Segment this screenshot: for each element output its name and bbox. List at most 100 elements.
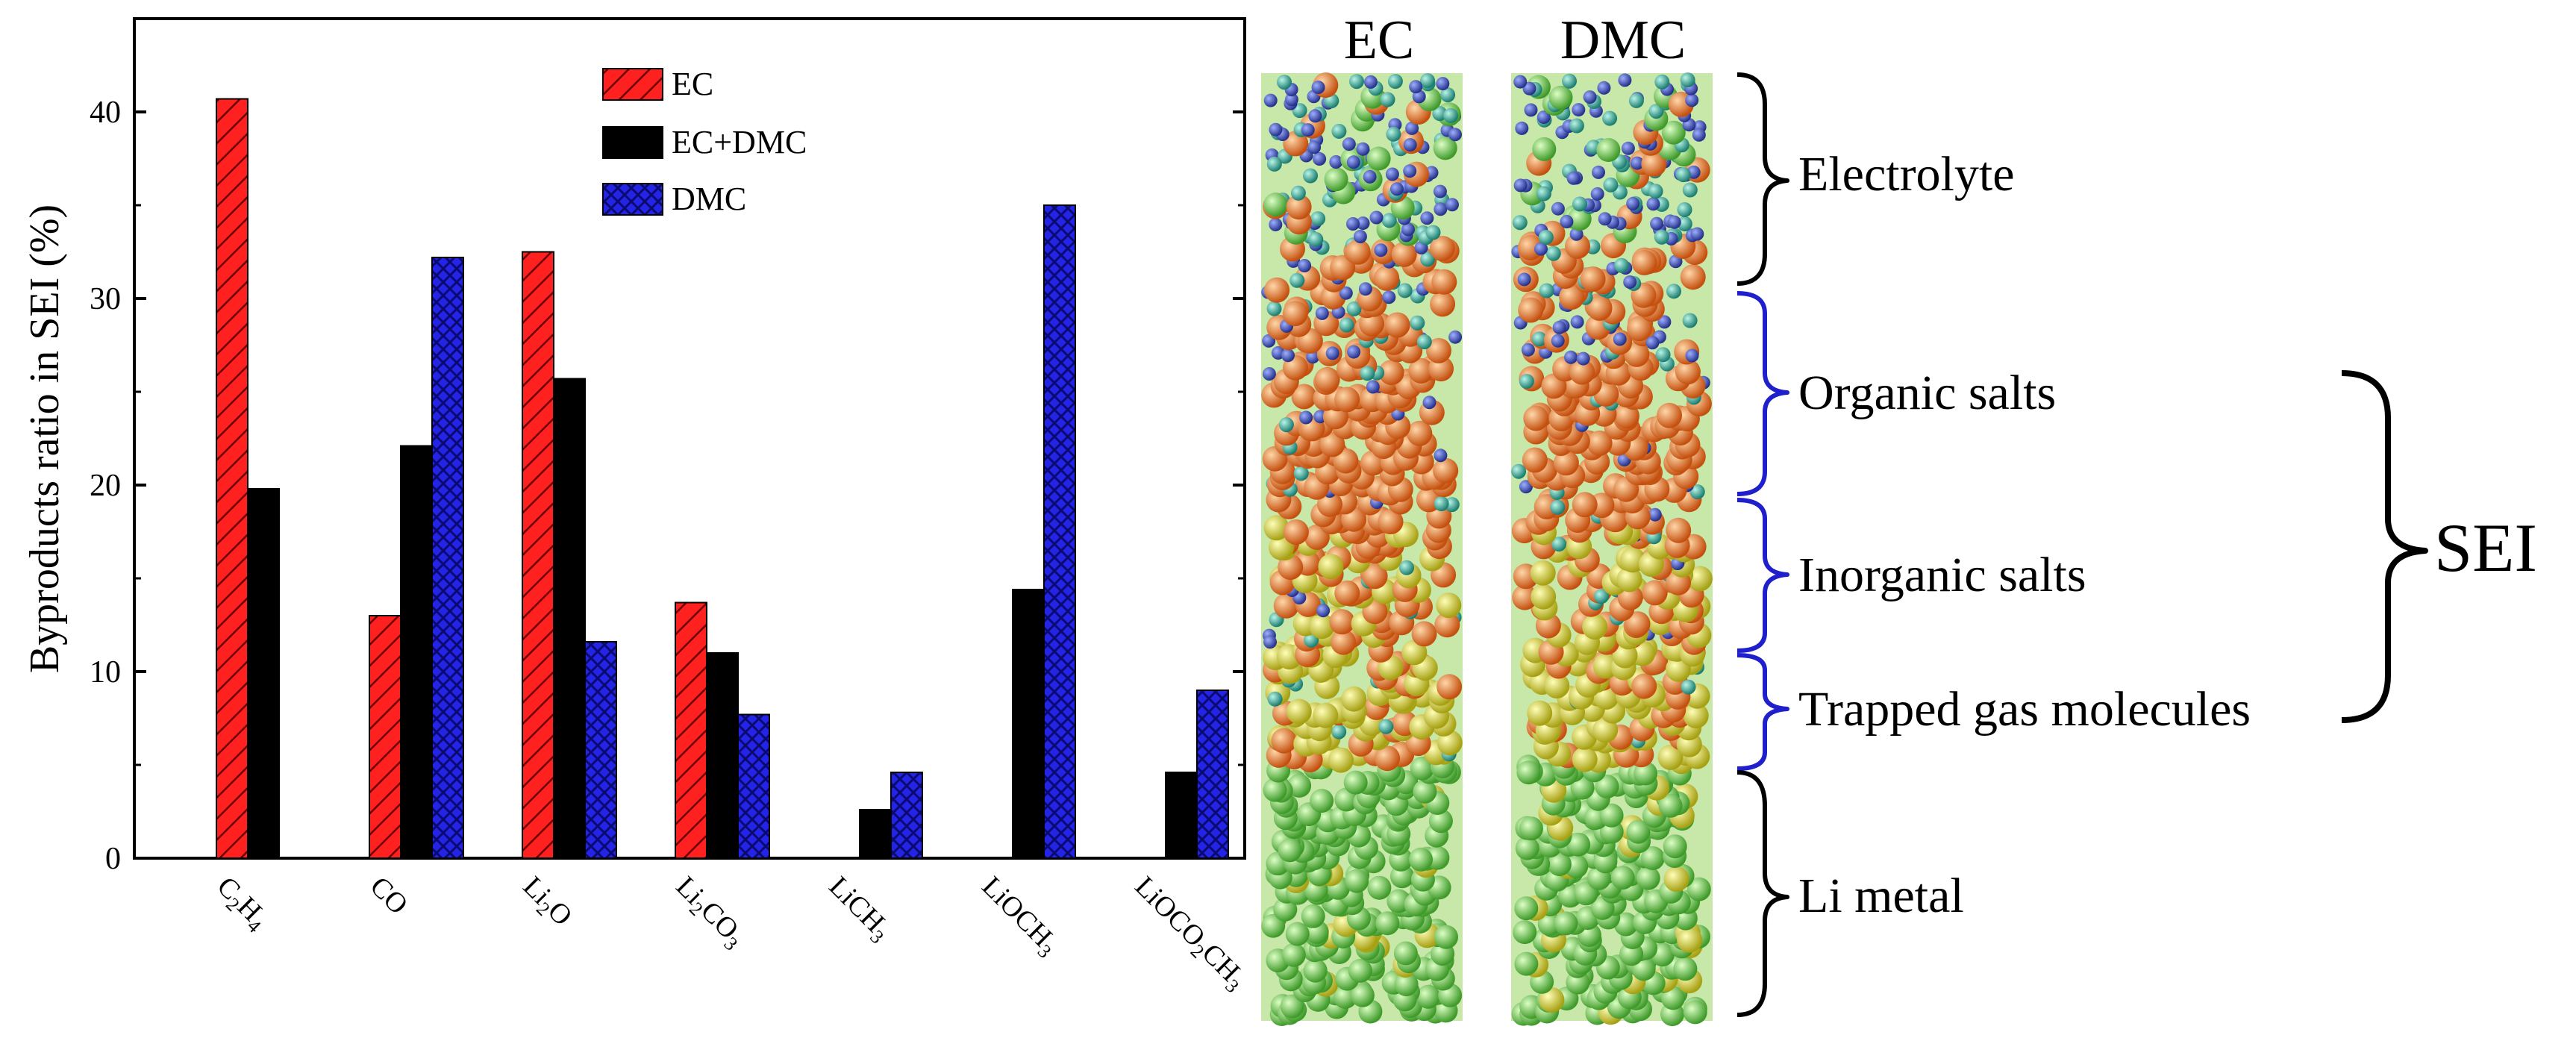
atom-green	[1566, 832, 1591, 857]
atom-blue	[1382, 290, 1396, 304]
bracket-trapped-gas	[1736, 653, 1789, 771]
atom-blue	[1692, 128, 1706, 142]
bar-ec-dmc-lioch3	[1012, 589, 1045, 859]
atom-yellow	[1436, 593, 1462, 619]
atom-orange	[1657, 402, 1682, 428]
atom-blue	[1342, 137, 1356, 151]
atom-blue	[1515, 121, 1529, 135]
atom-teal	[1266, 301, 1282, 316]
column-label-ec: EC	[1344, 10, 1415, 71]
atom-teal	[1266, 156, 1282, 172]
x-tick-label-lich3: LiCH3	[820, 871, 898, 948]
atom-green	[1416, 984, 1440, 1009]
atom-orange	[1384, 312, 1410, 338]
atom-teal	[1666, 284, 1681, 299]
y-tick-label: 30	[90, 282, 121, 316]
atom-blue	[1316, 604, 1331, 618]
simulation-column-dmc	[1511, 72, 1713, 1027]
atom-blue	[1311, 81, 1325, 94]
atom-green	[1375, 911, 1400, 936]
atom-orange	[1334, 387, 1360, 413]
atom-orange	[1627, 316, 1653, 342]
atom-yellow	[1612, 643, 1638, 669]
simulation-column-ec	[1261, 72, 1463, 1026]
atom-teal	[1380, 92, 1395, 107]
atom-orange	[1553, 450, 1579, 476]
atom-blue	[1690, 227, 1704, 241]
x-tick-label-co: CO	[364, 871, 414, 921]
atom-blue	[1590, 187, 1604, 201]
atom-blue	[1646, 197, 1660, 211]
layer-label-li-metal: Li metal	[1798, 869, 1964, 923]
atom-green	[1280, 994, 1304, 1019]
atom-orange	[1283, 131, 1309, 157]
atom-blue	[1613, 332, 1627, 346]
atom-teal	[1677, 202, 1692, 217]
atom-blue	[1401, 222, 1415, 237]
atom-blue	[1517, 272, 1531, 287]
atom-blue	[1346, 155, 1360, 169]
atom-green	[1301, 904, 1325, 928]
atom-yellow	[1572, 746, 1598, 772]
atom-green	[1333, 984, 1357, 1009]
atom-teal	[1349, 74, 1364, 90]
atom-yellow	[1616, 566, 1642, 593]
atom-teal	[1303, 168, 1318, 184]
x-tick-label-c2h4: C2H4	[208, 871, 275, 937]
atom-teal	[1387, 74, 1403, 89]
x-tick-label-li2co3: Li2CO3	[667, 871, 751, 955]
bar-dmc-lioco2ch3	[1196, 690, 1229, 859]
bar-ec-dmc-lich3	[859, 809, 892, 859]
atom-teal	[1420, 251, 1436, 267]
atom-teal	[1675, 167, 1691, 183]
y-tick-label: 20	[90, 469, 121, 503]
atom-teal	[1290, 185, 1306, 201]
atom-teal	[1278, 417, 1294, 433]
atom-green	[1599, 803, 1624, 828]
atom-blue	[1576, 351, 1590, 366]
atom-orange	[1329, 609, 1355, 635]
atom-teal	[1310, 211, 1326, 227]
atom-orange	[1666, 517, 1692, 543]
atom-green	[1303, 958, 1328, 983]
atom-blue	[1301, 123, 1315, 137]
atom-yellow	[1309, 613, 1335, 640]
atom-blue	[1299, 410, 1313, 425]
bar-dmc-li2co3	[737, 713, 770, 859]
atom-yellow	[1544, 673, 1570, 698]
atom-teal	[1572, 196, 1587, 212]
atom-orange	[1286, 194, 1312, 220]
atom-teal	[1511, 463, 1527, 479]
atom-orange	[1617, 584, 1643, 610]
atom-teal	[1654, 74, 1670, 90]
atom-teal	[1397, 283, 1413, 298]
legend: EC EC+DMC DMC	[602, 66, 807, 217]
atom-teal	[1531, 331, 1547, 347]
atom-orange	[1374, 265, 1400, 291]
atom-orange	[1331, 629, 1357, 655]
atom-teal	[1551, 537, 1567, 552]
atom-yellow	[1657, 744, 1684, 770]
bar-chart: 0 10 20 30 40 C2H4 CO Li2O Li2CO3 LiCH3 LiOCH3 LiO…	[22, 17, 1246, 997]
atom-teal	[1648, 184, 1663, 199]
layer-label-organic-salts: Organic salts	[1798, 366, 2056, 420]
atom-teal	[1545, 246, 1561, 261]
atom-blue	[1374, 243, 1388, 257]
atom-green	[1683, 1000, 1707, 1025]
atom-blue	[1269, 217, 1283, 231]
atom-orange	[1433, 457, 1459, 484]
atom-green	[1343, 770, 1368, 795]
atom-green	[1547, 852, 1572, 877]
atom-blue	[1403, 138, 1417, 152]
atom-green	[1409, 847, 1433, 872]
atom-teal	[1440, 87, 1456, 103]
atom-green	[1610, 866, 1635, 890]
atom-teal	[1425, 225, 1441, 240]
y-axis-label: Byproducts ratio in SEI (%)	[22, 204, 68, 673]
atom-blue	[1422, 396, 1437, 410]
atom-teal	[1680, 72, 1695, 88]
legend-swatch-ec-dmc	[602, 126, 663, 159]
atom-orange	[1631, 673, 1657, 699]
bar-ec-co	[369, 615, 401, 859]
bar-dmc-li2o	[584, 641, 617, 859]
